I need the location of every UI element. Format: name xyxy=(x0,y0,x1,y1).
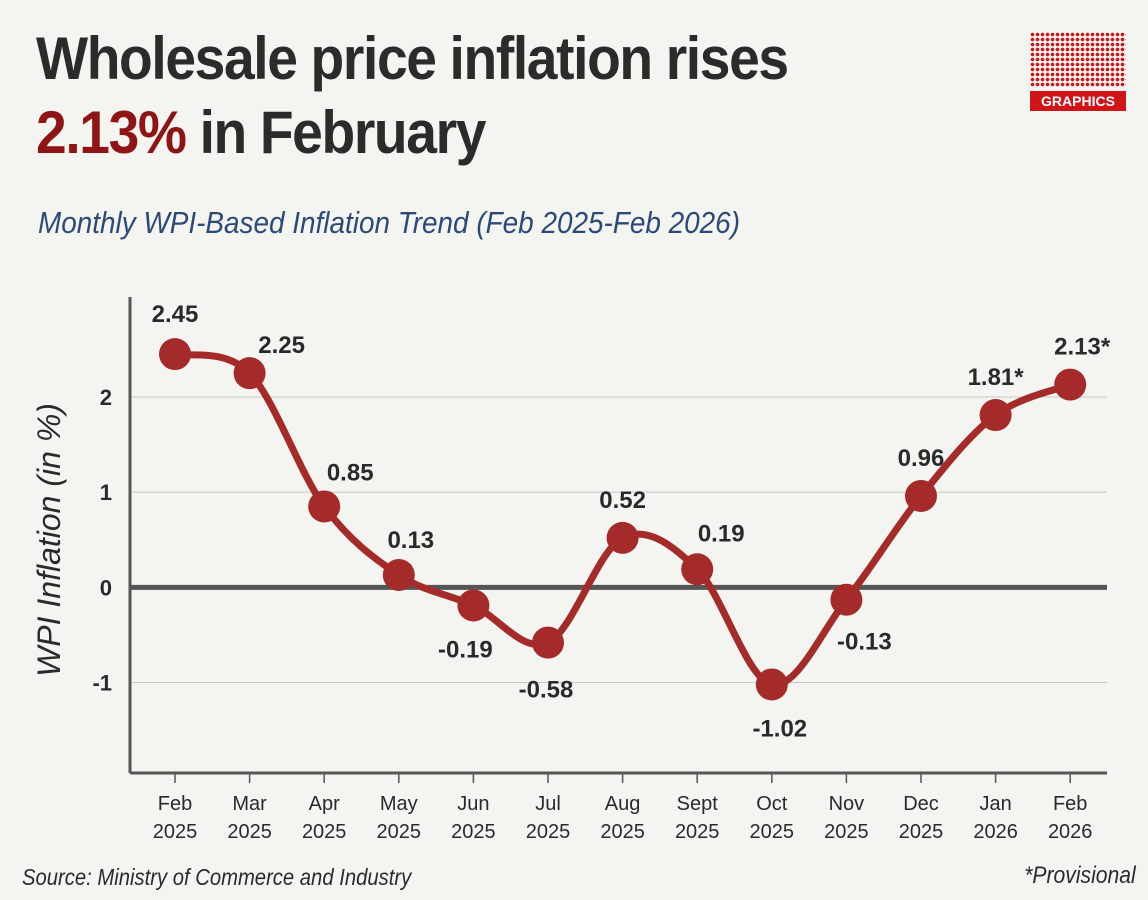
data-point xyxy=(382,558,415,591)
data-point xyxy=(681,553,714,586)
data-point xyxy=(532,626,564,659)
data-point xyxy=(606,521,639,554)
data-label: 0.85 xyxy=(327,459,374,486)
x-tick-year: 2025 xyxy=(675,821,720,843)
x-tick-year: 2025 xyxy=(526,821,571,843)
x-tick-month: Oct xyxy=(756,793,788,815)
x-tick-month: Nov xyxy=(829,793,865,815)
data-point xyxy=(755,668,788,701)
x-tick-year: 2025 xyxy=(600,821,645,843)
headline-highlight: 2.13% xyxy=(36,99,187,166)
chart-subtitle: Monthly WPI-Based Inflation Trend (Feb 2… xyxy=(38,205,740,240)
x-tick-month: Jan xyxy=(979,793,1011,815)
data-label: 0.96 xyxy=(898,445,945,472)
y-axis-title: WPI Inflation (in %) xyxy=(31,403,67,677)
y-tick-label: -1 xyxy=(92,671,112,696)
headline: Wholesale price inflation rises 2.13% in… xyxy=(36,22,789,170)
x-tick-month: Sept xyxy=(677,793,719,815)
data-label: 2.25 xyxy=(258,332,305,359)
x-tick-year: 2025 xyxy=(824,821,869,843)
data-label: 0.13 xyxy=(387,527,434,554)
x-tick-year: 2025 xyxy=(153,821,198,843)
data-label: -1.02 xyxy=(752,715,807,742)
headline-rest: in February xyxy=(185,99,487,166)
data-point xyxy=(1054,368,1087,401)
x-tick-month: Feb xyxy=(1053,793,1087,815)
x-tick-month: Jun xyxy=(457,793,489,815)
x-tick-year: 2025 xyxy=(227,821,272,843)
x-tick-month: Jul xyxy=(535,793,561,815)
pti-graphics-logo: GRAPHICS xyxy=(1030,32,1126,111)
source-note: Source: Ministry of Commerce and Industr… xyxy=(22,864,412,890)
data-label: -0.19 xyxy=(438,636,493,663)
x-tick-month: Mar xyxy=(232,793,267,815)
logo-badge: GRAPHICS xyxy=(1030,91,1126,111)
pti-dotted-logo-icon xyxy=(1030,32,1126,87)
x-tick-year: 2026 xyxy=(1048,821,1093,843)
y-tick-label: 0 xyxy=(100,575,112,600)
data-label: 0.52 xyxy=(599,487,646,514)
data-point xyxy=(905,479,937,512)
x-tick-month: May xyxy=(380,793,418,815)
y-tick-label: 2 xyxy=(100,385,112,410)
data-point xyxy=(979,399,1012,432)
headline-line2: 2.13% in February xyxy=(36,96,788,170)
provisional-note: *Provisional xyxy=(1024,862,1136,889)
x-tick-month: Aug xyxy=(605,793,641,815)
data-label: 2.13* xyxy=(1054,334,1111,361)
series-line xyxy=(171,350,1074,688)
x-tick-year: 2026 xyxy=(973,821,1018,843)
data-point xyxy=(233,357,266,390)
data-point xyxy=(830,583,863,616)
x-tick-year: 2025 xyxy=(451,821,496,843)
data-label: 2.45 xyxy=(152,301,199,328)
x-tick-year: 2025 xyxy=(750,821,795,843)
x-tick-month: Dec xyxy=(903,793,939,815)
headline-line1: Wholesale price inflation rises xyxy=(36,25,789,92)
x-tick-month: Feb xyxy=(158,793,192,815)
data-label: 0.19 xyxy=(698,520,745,547)
data-point xyxy=(308,490,341,523)
data-label: 1.81* xyxy=(968,364,1025,391)
y-tick-label: 1 xyxy=(100,480,112,505)
data-label: -0.13 xyxy=(837,629,892,656)
data-point xyxy=(457,589,490,622)
x-tick-year: 2025 xyxy=(899,821,944,843)
data-point xyxy=(159,338,191,371)
x-tick-year: 2025 xyxy=(302,821,347,843)
data-label: -0.58 xyxy=(519,677,574,704)
x-tick-year: 2025 xyxy=(377,821,422,843)
x-tick-month: Apr xyxy=(309,793,340,815)
